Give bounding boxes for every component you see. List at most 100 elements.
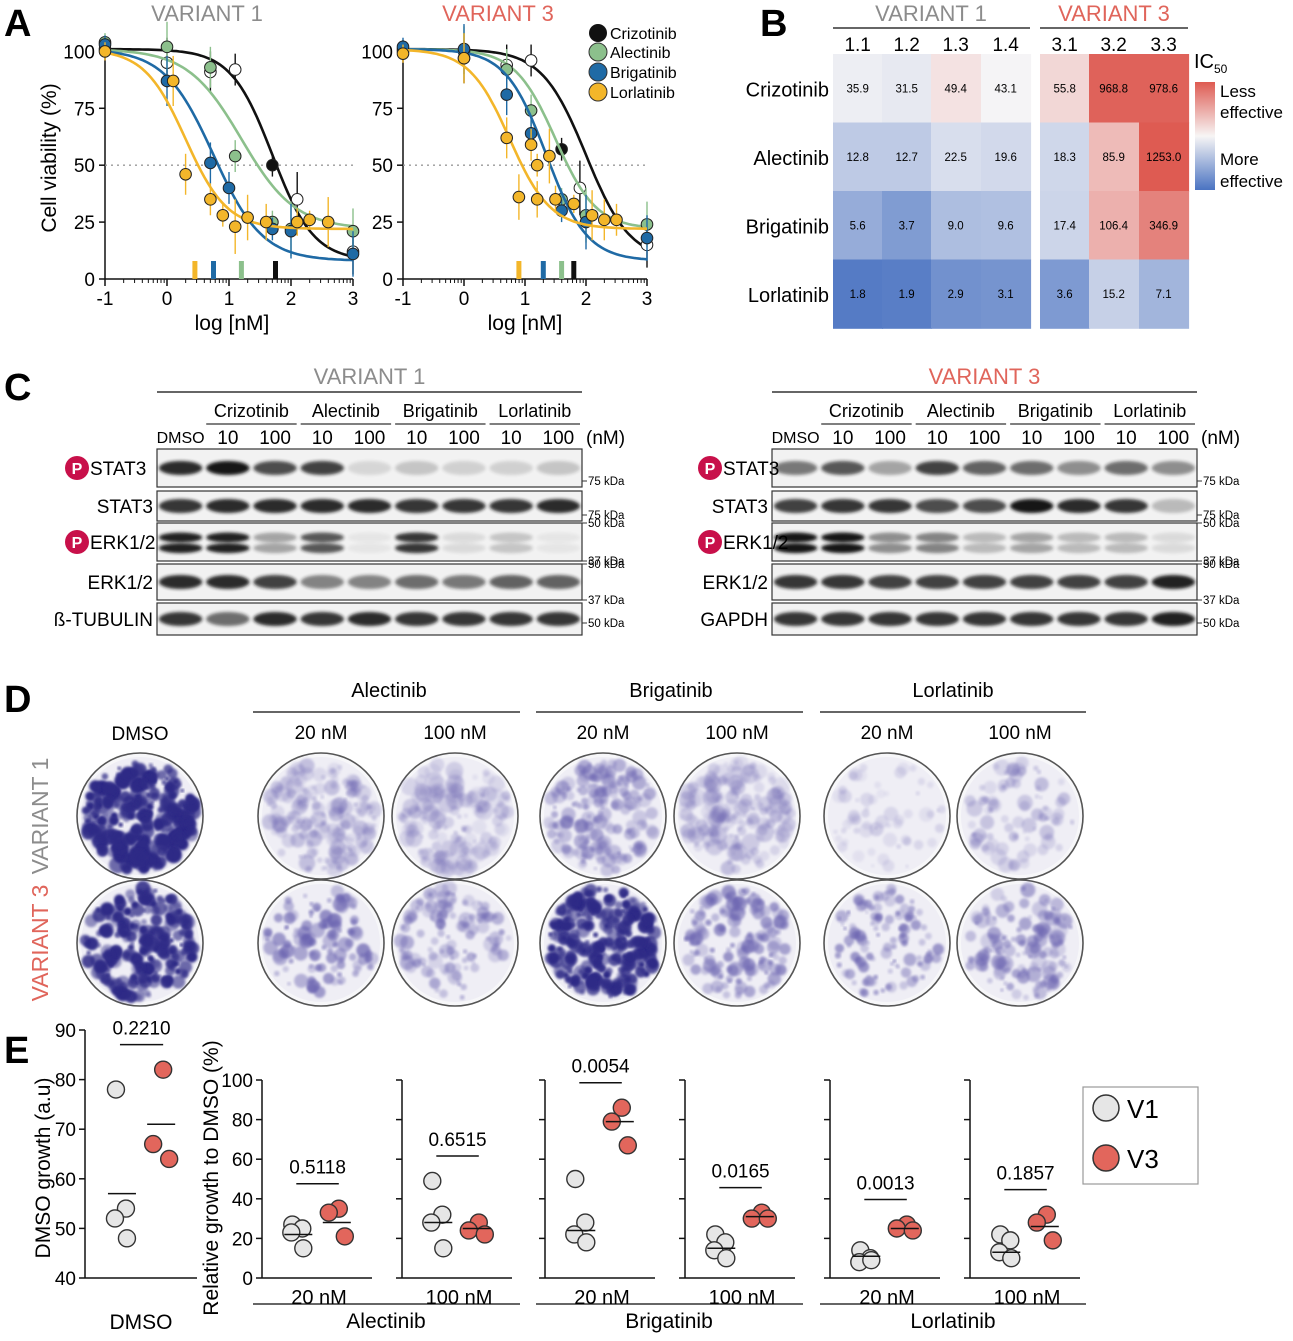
colony — [743, 985, 756, 998]
colony — [459, 995, 465, 1000]
colony — [456, 978, 460, 982]
colony — [337, 928, 342, 933]
blot-band — [773, 543, 818, 554]
colony — [176, 834, 183, 841]
colony — [903, 809, 913, 819]
blot-band — [442, 543, 486, 554]
colony — [107, 824, 114, 830]
colony — [399, 947, 405, 953]
colony — [718, 905, 732, 918]
colony — [330, 782, 338, 789]
colony — [138, 892, 152, 906]
colony — [359, 839, 374, 854]
colony — [446, 934, 451, 940]
colony — [182, 935, 195, 948]
colony — [351, 929, 357, 934]
colony — [707, 825, 719, 837]
colony — [593, 866, 598, 871]
colony — [145, 937, 160, 952]
blot-band — [1104, 499, 1148, 513]
y-tick-label: 80 — [232, 1111, 253, 1132]
blot-group-title: VARIANT 1 — [314, 364, 426, 389]
colony — [611, 801, 620, 810]
blot-row-label: GAPDH — [700, 610, 768, 631]
colony — [293, 932, 308, 947]
colony — [834, 943, 845, 953]
colony — [888, 888, 896, 897]
colony — [1002, 935, 1008, 940]
colony — [585, 827, 598, 840]
colony — [991, 954, 1007, 970]
colony — [416, 898, 425, 907]
colony — [400, 777, 419, 796]
colony — [592, 770, 604, 782]
legend-label-lorlatinib: Lorlatinib — [610, 85, 675, 102]
panel-a-ylabel: Cell viability (%) — [38, 83, 61, 232]
x-tick-label: 0 — [459, 289, 470, 310]
colony — [472, 953, 477, 958]
colony — [972, 828, 987, 843]
heatmap-cell — [1139, 54, 1190, 124]
heatmap-cell-value: 49.4 — [944, 83, 967, 95]
colony — [861, 809, 870, 818]
blot-band — [868, 499, 912, 513]
colony — [152, 817, 166, 831]
heatmap-cell — [1040, 54, 1091, 124]
colony — [730, 942, 735, 948]
blot-row-label: STAT3 — [723, 459, 779, 480]
colony — [1002, 939, 1012, 949]
colony — [687, 781, 699, 793]
colony — [491, 911, 505, 925]
x-tick-label: -1 — [395, 289, 412, 310]
colony — [868, 794, 878, 805]
blot-band — [1009, 575, 1054, 589]
colony — [896, 965, 901, 969]
colony — [436, 853, 450, 867]
blot-band — [206, 575, 250, 589]
colony — [867, 848, 876, 856]
colony — [760, 916, 773, 929]
y-tick-label: 70 — [55, 1120, 76, 1141]
kda-label: 37 kDa — [1203, 595, 1240, 607]
colony — [760, 933, 770, 943]
colony — [858, 823, 874, 838]
colony — [162, 847, 168, 853]
y-tick-label: 50 — [74, 156, 95, 177]
colony — [97, 845, 108, 857]
colony — [464, 852, 468, 856]
colony — [1034, 992, 1040, 998]
colony — [720, 860, 736, 876]
colony — [598, 964, 606, 973]
heatmap-cell-value: 22.5 — [944, 152, 966, 164]
panel-label-c: C — [4, 367, 31, 409]
kda-label: 50 kDa — [588, 518, 625, 530]
colony — [182, 810, 189, 818]
colony — [447, 852, 454, 859]
data-point-lorlatinib — [598, 213, 611, 227]
colony — [278, 947, 290, 959]
phospho-badge — [65, 456, 89, 480]
data-point-alectinib — [160, 40, 174, 54]
colony — [312, 902, 322, 912]
heatmap-cell — [882, 191, 933, 261]
colony — [605, 770, 616, 781]
colony — [693, 949, 700, 956]
blot-band — [773, 461, 818, 475]
blot-band — [489, 575, 533, 589]
lane-label-dmso: DMSO — [157, 430, 205, 447]
colony — [604, 847, 612, 856]
blot-band — [1104, 461, 1148, 475]
colony — [607, 928, 621, 943]
colony — [737, 888, 747, 897]
colony — [310, 922, 326, 938]
colony — [647, 944, 657, 954]
heatmap-cell — [981, 122, 1032, 192]
colony — [430, 757, 445, 772]
colony — [140, 949, 145, 955]
colony — [340, 820, 351, 830]
legend-marker-v3 — [1092, 1144, 1120, 1172]
heatmap-color-scale — [1195, 82, 1215, 190]
colony-plates — [76, 752, 1084, 1007]
colony — [987, 795, 999, 807]
colony — [766, 940, 781, 955]
